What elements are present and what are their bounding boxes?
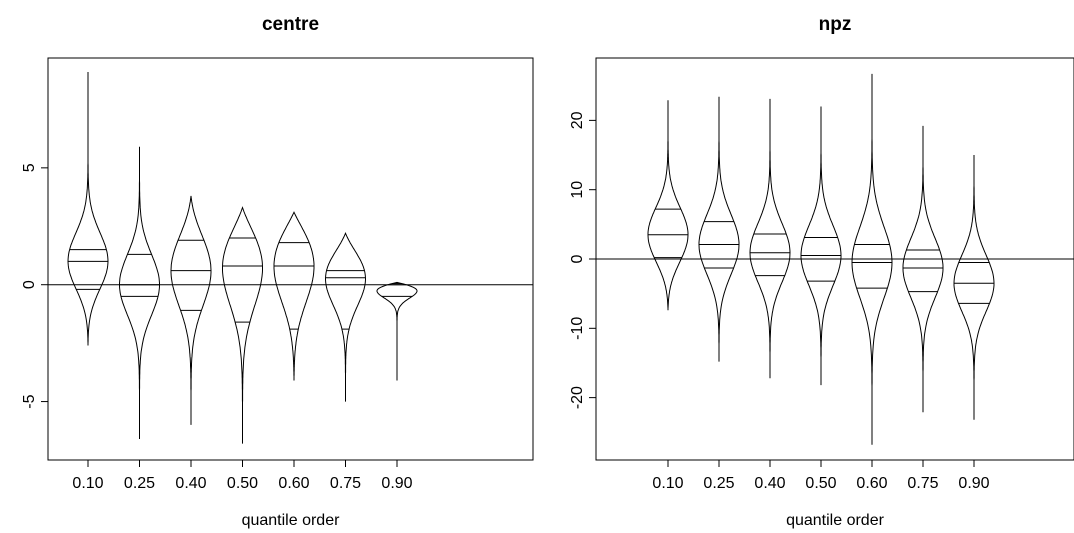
x-tick-label: 0.50 [805,475,836,492]
violin-0.40 [170,195,212,425]
y-tick-label: -5 [21,394,38,408]
x-tick-label: 0.10 [652,475,683,492]
x-tick-label: 0.60 [278,475,309,492]
chart-title: npz [819,14,852,35]
x-tick-label: 0.60 [856,475,887,492]
y-tick-label: 10 [569,181,586,199]
y-tick-label: 0 [569,254,586,263]
violin-0.75 [902,125,944,413]
x-tick-label: 0.40 [754,475,785,492]
x-axis-label: quantile order [242,512,341,529]
violin-0.10 [647,100,689,311]
x-tick-label: 0.25 [124,475,155,492]
y-tick-label: -20 [569,386,586,409]
violin-0.75 [325,232,366,402]
x-axis-label: quantile order [786,512,885,529]
chart-title: centre [262,14,319,35]
y-tick-label: -10 [569,317,586,340]
violin-0.40 [749,98,791,379]
violin-0.90 [953,155,995,420]
violin-0.50 [800,106,842,386]
x-tick-label: 0.10 [72,475,103,492]
y-tick-label: 20 [569,111,586,129]
violin-0.90 [376,281,418,381]
x-tick-label: 0.90 [381,475,412,492]
plot-frame [47,57,534,461]
violin-0.10 [67,72,109,346]
violin-0.60 [273,211,315,381]
violin-0.60 [851,73,893,445]
x-tick-label: 0.75 [907,475,938,492]
x-tick-label: 0.50 [227,475,258,492]
x-tick-label: 0.25 [703,475,734,492]
violin-0.50 [222,206,263,444]
panel-centre: centre -5 0 5 0.10 0.25 0.40 0.50 0.60 0.75 0.90 qu… [21,14,534,529]
x-tick-label: 0.75 [330,475,361,492]
x-tick-label: 0.90 [958,475,989,492]
violin-0.25 [119,146,160,439]
y-tick-label: 0 [21,280,38,289]
panel-npz: npz -20 -10 0 10 20 0.10 0.25 0.40 0.50 0.60 0.75 0.… [569,14,1074,529]
y-tick-label: 5 [21,163,38,172]
x-tick-label: 0.40 [175,475,206,492]
violin-0.25 [698,96,740,362]
